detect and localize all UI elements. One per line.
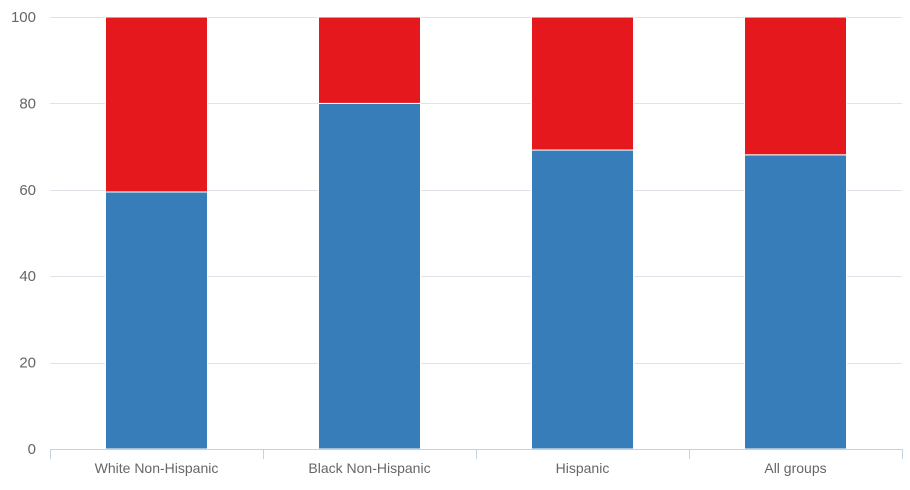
bar-segment-1-0[interactable] — [318, 102, 421, 450]
y-tick-label: 20 — [19, 355, 36, 372]
bar-segment-0-1[interactable] — [105, 16, 208, 193]
y-axis-labels: 0 20 40 60 80 100 — [11, 9, 36, 458]
x-axis — [50, 449, 903, 459]
bar-segment-3-0[interactable] — [744, 154, 847, 450]
y-tick-label: 40 — [19, 268, 36, 285]
y-tick-label: 0 — [28, 441, 36, 458]
bar-segment-2-0[interactable] — [531, 149, 634, 450]
x-tick-label: Hispanic — [556, 460, 610, 476]
x-tick-label: All groups — [764, 460, 826, 476]
bars — [105, 16, 847, 450]
bar-segment-0-0[interactable] — [105, 191, 208, 450]
bar-segment-3-1[interactable] — [744, 16, 847, 156]
y-tick-label: 100 — [11, 9, 36, 26]
y-tick-label: 60 — [19, 182, 36, 199]
x-axis-labels: White Non-Hispanic Black Non-Hispanic Hisp… — [95, 460, 827, 476]
y-tick-label: 80 — [19, 95, 36, 112]
bar-segment-2-1[interactable] — [531, 16, 634, 151]
x-tick-label: White Non-Hispanic — [95, 460, 219, 476]
x-tick-label: Black Non-Hispanic — [308, 460, 430, 476]
bar-segment-1-1[interactable] — [318, 16, 421, 104]
